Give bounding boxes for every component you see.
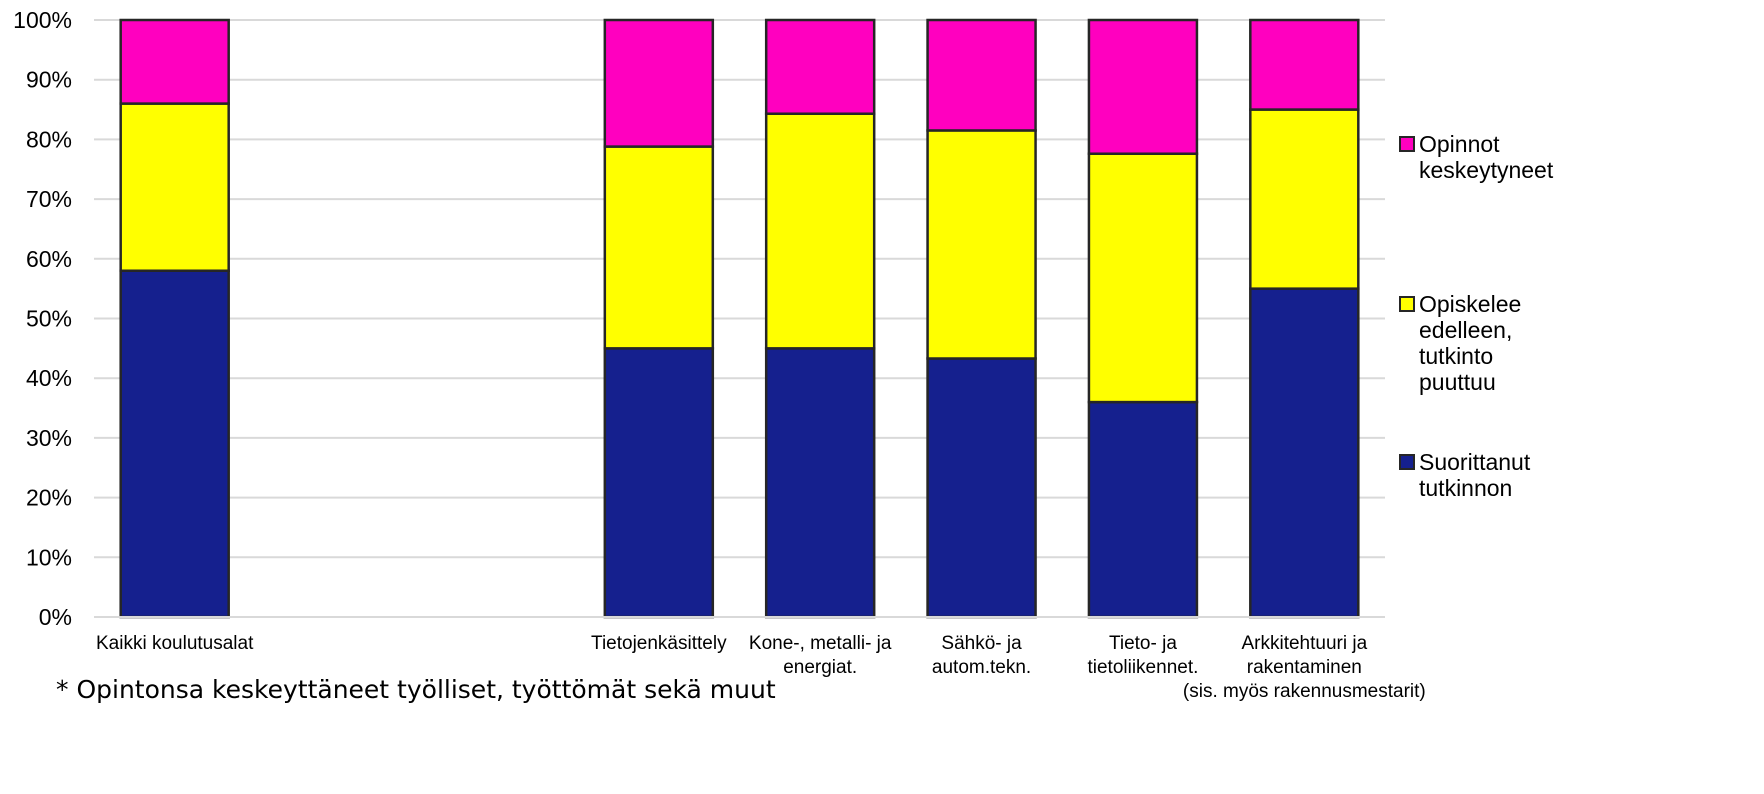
category-label: Kaikki koulutusalat xyxy=(96,633,254,654)
legend-label: Opiskelee edelleen, tutkinto puuttuu xyxy=(1419,291,1521,395)
y-tick-label: 10% xyxy=(26,544,72,570)
y-tick-label: 100% xyxy=(13,7,72,33)
y-tick-label: 20% xyxy=(26,485,72,511)
bar-segment-dropped-out xyxy=(764,18,876,115)
category-label: Kone-, metalli- ja energiat. xyxy=(749,633,892,678)
category-label: Sähkö- ja autom.tekn. xyxy=(932,633,1031,678)
legend-swatch xyxy=(1399,136,1415,152)
bar-segment-dropped-out xyxy=(926,18,1037,132)
legend-label: Opinnot keskeytyneet xyxy=(1419,131,1554,183)
legend-swatch xyxy=(1399,454,1415,470)
y-tick-label: 70% xyxy=(26,186,72,212)
bar-segment-completed xyxy=(926,357,1037,619)
bar-segment-completed xyxy=(1249,287,1360,619)
bar-segment-still-studying xyxy=(603,145,715,350)
bar-segment-dropped-out xyxy=(119,18,230,105)
bar-segment-still-studying xyxy=(926,129,1037,360)
y-tick-label: 90% xyxy=(26,67,72,93)
category-label: Tietojenkäsittely xyxy=(591,633,727,654)
bar-segment-completed xyxy=(603,347,715,619)
y-tick-label: 30% xyxy=(26,425,72,451)
bar-segment-dropped-out xyxy=(603,18,715,148)
category-labels: Kaikki koulutusalat Tietojenkäsittely Kone… xyxy=(96,633,1426,702)
bar-segment-dropped-out xyxy=(1087,18,1199,155)
bar-segment-dropped-out xyxy=(1249,18,1360,111)
footnote: * Opintonsa keskeyttäneet työlliset, työ… xyxy=(56,675,776,704)
legend: Opinnot keskeytyneet Opiskelee edelleen, tut… xyxy=(1399,131,1554,501)
y-tick-label: 80% xyxy=(26,126,72,152)
bar-segment-completed xyxy=(764,347,876,619)
bar-segment-still-studying xyxy=(1249,108,1360,290)
legend-swatch xyxy=(1399,296,1415,312)
legend-label: Suorittanut tutkinnon xyxy=(1419,449,1531,501)
bar-segment-completed xyxy=(1087,400,1199,619)
y-tick-label: 0% xyxy=(39,604,72,630)
y-tick-label: 60% xyxy=(26,246,72,272)
y-tick-label: 40% xyxy=(26,365,72,391)
bars xyxy=(119,18,1360,619)
bar-segment-completed xyxy=(119,269,230,619)
category-label: Tieto- ja tietoliikennet. xyxy=(1087,633,1198,678)
category-label: Arkkitehtuuri ja rakentaminen (sis. myös r… xyxy=(1183,633,1426,702)
y-axis-ticks: 0% 10% 20% 30% 40% 50% 60% 70% 80% 90% 100% xyxy=(13,7,72,630)
bar-segment-still-studying xyxy=(1087,152,1199,404)
y-tick-label: 50% xyxy=(26,306,72,332)
bar-segment-still-studying xyxy=(119,102,230,272)
bar-segment-still-studying xyxy=(764,112,876,350)
